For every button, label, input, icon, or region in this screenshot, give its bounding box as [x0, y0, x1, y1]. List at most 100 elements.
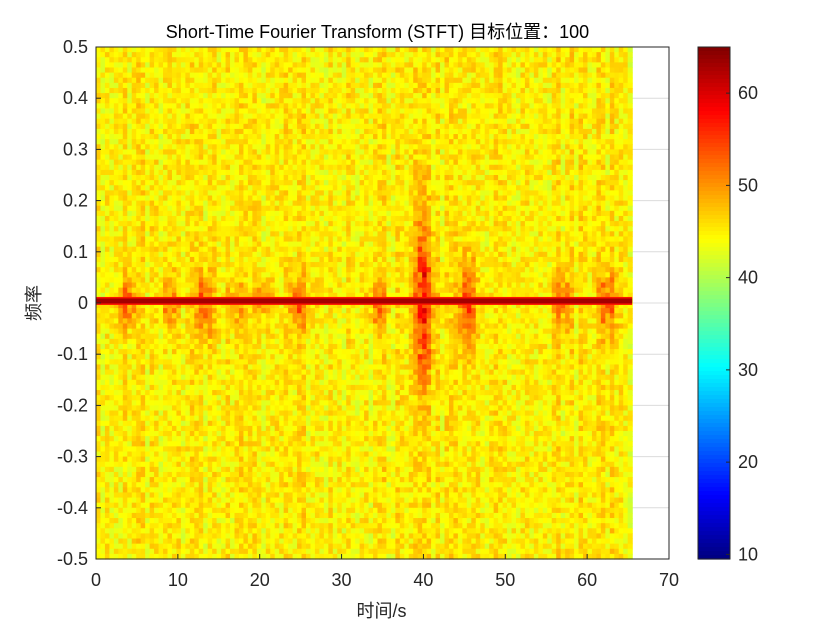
spectrogram-cell [234, 144, 240, 150]
spectrogram-cell [216, 512, 222, 519]
spectrogram-cell [314, 226, 320, 232]
spectrogram-cell [234, 364, 240, 371]
spectrogram-cell [163, 543, 169, 550]
spectrogram-cell [297, 144, 303, 150]
spectrogram-cell [167, 236, 173, 243]
spectrogram-cell [207, 103, 213, 110]
spectrogram-cell [145, 477, 151, 483]
spectrogram-cell [270, 308, 276, 314]
spectrogram-cell [274, 190, 280, 197]
spectrogram-cell [113, 231, 119, 238]
spectrogram-cell [104, 528, 111, 534]
spectrogram-cell [203, 169, 209, 176]
spectrogram-cell [261, 282, 267, 289]
spectrogram-cell [113, 251, 119, 258]
spectrogram-cell [221, 323, 227, 330]
spectrogram-cell [292, 492, 298, 499]
spectrogram-cell [194, 313, 200, 319]
spectrogram-cell [283, 267, 289, 273]
spectrogram-cell [297, 47, 303, 53]
spectrogram-cell [198, 139, 204, 145]
spectrogram-cell [297, 482, 303, 488]
spectrogram-cell [288, 461, 294, 468]
spectrogram-cell [163, 502, 169, 509]
spectrogram-cell [212, 103, 218, 110]
spectrogram-cell [212, 82, 218, 89]
spectrogram-cell [310, 359, 316, 366]
spectrogram-cell [270, 282, 276, 289]
spectrogram-cell [198, 466, 204, 473]
spectrogram-cell [288, 533, 294, 540]
spectrogram-cell [100, 195, 106, 202]
spectrogram-cell [225, 303, 231, 309]
spectrogram-cell [283, 185, 289, 191]
spectrogram-cell [100, 154, 106, 161]
spectrogram-cell [207, 272, 213, 278]
spectrogram-cell [261, 277, 267, 284]
spectrogram-cell [265, 456, 271, 463]
spectrogram-cell [274, 200, 280, 207]
spectrogram-cell [279, 98, 285, 104]
spectrogram-cell [203, 77, 209, 84]
spectrogram-cell [256, 272, 262, 278]
spectrogram-cell [247, 103, 253, 110]
spectrogram-cell [127, 215, 133, 222]
spectrogram-cell [225, 180, 231, 186]
spectrogram-cell [252, 528, 258, 534]
spectrogram-cell [221, 128, 227, 135]
spectrogram-cell [274, 323, 280, 330]
spectrogram-cell [176, 328, 182, 335]
spectrogram-cell [203, 538, 209, 545]
spectrogram-cell [149, 507, 155, 514]
spectrogram-cell [176, 262, 182, 268]
spectrogram-cell [270, 154, 276, 161]
spectrogram-cell [185, 328, 191, 335]
spectrogram-cell [180, 154, 186, 161]
spectrogram-cell [265, 144, 271, 150]
spectrogram-cell [185, 369, 191, 376]
spectrogram-cell [176, 205, 182, 212]
spectrogram-cell [310, 303, 316, 309]
spectrogram-cell [100, 128, 106, 135]
spectrogram-cell [216, 303, 222, 309]
spectrogram-cell [163, 446, 169, 453]
spectrogram-cell [301, 226, 307, 232]
spectrogram-cell [261, 134, 267, 140]
spectrogram-cell [118, 303, 124, 309]
spectrogram-cell [167, 395, 173, 401]
spectrogram-cell [247, 215, 253, 222]
spectrogram-cell [171, 287, 178, 294]
spectrogram-cell [238, 169, 245, 176]
spectrogram-cell [265, 221, 271, 227]
spectrogram-cell [234, 431, 240, 437]
spectrogram-cell [203, 425, 209, 432]
spectrogram-cell [122, 415, 128, 422]
spectrogram-cell [288, 215, 294, 222]
spectrogram-cell [306, 308, 312, 314]
spectrogram-cell [247, 369, 253, 376]
spectrogram-cell [216, 267, 222, 273]
spectrogram-cell [185, 415, 191, 422]
spectrogram-cell [104, 272, 111, 278]
spectrogram-cell [292, 210, 298, 217]
spectrogram-cell [180, 128, 186, 135]
spectrogram-cell [154, 118, 160, 125]
spectrogram-cell [109, 128, 115, 135]
spectrogram-cell [104, 62, 111, 69]
spectrogram-cell [216, 226, 222, 232]
spectrogram-cell [167, 349, 173, 355]
spectrogram-cell [158, 512, 164, 519]
spectrogram-cell [180, 98, 186, 104]
spectrogram-cell [230, 241, 236, 248]
spectrogram-cell [243, 492, 249, 499]
spectrogram-cell [252, 190, 258, 197]
spectrogram-cell [270, 395, 276, 401]
spectrogram-cell [225, 456, 231, 463]
spectrogram-cell [292, 282, 298, 289]
spectrogram-cell [256, 128, 262, 135]
spectrogram-cell [104, 384, 111, 391]
spectrogram-cell [310, 323, 316, 330]
spectrogram-cell [314, 231, 320, 238]
spectrogram-cell [297, 231, 303, 238]
spectrogram-cell [234, 441, 240, 447]
